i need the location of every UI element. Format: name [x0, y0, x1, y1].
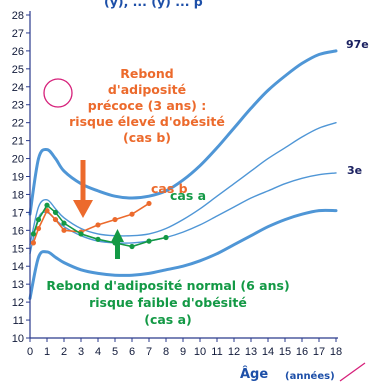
- y-tick-label: 25: [12, 64, 24, 76]
- y-tick-label: 10: [12, 333, 24, 345]
- x-axis-ticks: 0 1 2 3 4 5 6 7 8 9 10 11 12 13 14 15 16 17 18: [27, 338, 342, 358]
- y-tick-label: 27: [12, 28, 24, 40]
- cas-b-point: [146, 200, 152, 207]
- x-tick-label: 9: [180, 346, 186, 358]
- orange-arrow: [73, 160, 93, 218]
- cas-a-point: [95, 236, 101, 242]
- cas-a-point: [78, 231, 84, 237]
- y-tick-label: 22: [12, 118, 24, 130]
- y-tick-label: 18: [12, 189, 24, 201]
- y-tick-label: 21: [12, 136, 24, 148]
- x-tick-label: 11: [211, 346, 222, 358]
- x-axis-unit: (années): [285, 370, 335, 382]
- x-tick-label: 1: [44, 346, 50, 358]
- decorative-circle-icon: [43, 78, 73, 108]
- cas-a-point: [61, 220, 67, 226]
- green-annotation-line-2: risque faible d'obésité: [89, 295, 247, 310]
- green-annotation-line-1: Rebond d'adiposité normal (6 ans): [46, 278, 289, 293]
- orange-annotation-line-2: d'adiposité: [108, 82, 186, 97]
- y-tick-label: 16: [12, 225, 24, 237]
- cas-b-point: [129, 211, 135, 217]
- x-tick-label: 8: [163, 346, 169, 358]
- y-tick-label: 28: [12, 10, 24, 22]
- percentile-97-label: 97e: [346, 38, 369, 51]
- x-tick-label: 13: [245, 346, 257, 358]
- x-tick-label: 3: [78, 346, 84, 358]
- x-tick-label: 18: [330, 346, 342, 358]
- y-tick-label: 15: [12, 243, 24, 255]
- series-line-cas-b: [32, 202, 150, 244]
- cas-b-label: cas b: [151, 181, 188, 196]
- chart-header-fragment: (y), ... (y) ... p: [104, 0, 203, 9]
- orange-annotation-line-1: Rebond: [120, 66, 174, 81]
- x-tick-label: 6: [129, 346, 135, 358]
- cas-b-point: [112, 216, 118, 223]
- x-axis-title: Âge: [240, 366, 268, 382]
- x-tick-label: 4: [95, 346, 101, 358]
- cas-a-point: [146, 238, 152, 244]
- x-tick-label: 10: [194, 346, 206, 358]
- cas-a-point: [30, 231, 36, 237]
- cas-a-label: cas a: [170, 188, 206, 203]
- y-tick-label: 14: [12, 261, 24, 273]
- x-tick-label: 16: [296, 346, 308, 358]
- y-tick-label: 11: [13, 315, 24, 327]
- y-tick-label: 13: [12, 279, 24, 291]
- orange-annotation-line-5: (cas b): [123, 130, 171, 145]
- decorative-slash-icon: [339, 362, 366, 382]
- x-tick-label: 0: [27, 346, 33, 358]
- x-tick-label: 7: [146, 346, 152, 358]
- cas-a-point: [52, 209, 59, 215]
- orange-annotation-line-4: risque élevé d'obésité: [69, 114, 225, 129]
- percentile-curve-0: [28, 49, 338, 216]
- green-arrow: [111, 229, 124, 259]
- cas-a-point: [163, 234, 169, 241]
- y-tick-label: 23: [12, 100, 24, 112]
- cas-b-point: [52, 216, 59, 223]
- cas-b-point: [61, 227, 67, 233]
- cas-b-point: [30, 240, 36, 246]
- cas-a-point: [129, 243, 135, 250]
- y-tick-label: 17: [12, 207, 24, 219]
- y-tick-label: 24: [12, 82, 24, 94]
- cas-b-point: [44, 207, 50, 214]
- x-tick-label: 14: [262, 346, 274, 358]
- x-tick-label: 12: [228, 346, 240, 358]
- percentile-3-label: 3e: [347, 164, 362, 177]
- cas-a-point: [35, 216, 42, 223]
- cas-a-point: [44, 202, 50, 208]
- x-tick-label: 2: [61, 346, 67, 358]
- orange-annotation-line-3: précoce (3 ans) :: [88, 98, 206, 113]
- y-tick-label: 20: [12, 154, 24, 166]
- y-tick-label: 12: [12, 297, 24, 309]
- x-tick-label: 15: [279, 346, 291, 358]
- cas-b-point: [35, 225, 42, 232]
- percentile-curve-3: [28, 208, 338, 300]
- y-axis-ticks: 10 11 12 13 14 15 16 17 18 19 20 21 22 23 24 25 26 27 28: [12, 10, 30, 345]
- y-tick-label: 19: [12, 172, 24, 184]
- x-tick-label: 17: [313, 346, 325, 358]
- cas-b-point: [95, 222, 101, 228]
- x-tick-label: 5: [112, 346, 118, 358]
- y-tick-label: 26: [12, 46, 24, 58]
- green-annotation-line-3: (cas a): [144, 312, 192, 327]
